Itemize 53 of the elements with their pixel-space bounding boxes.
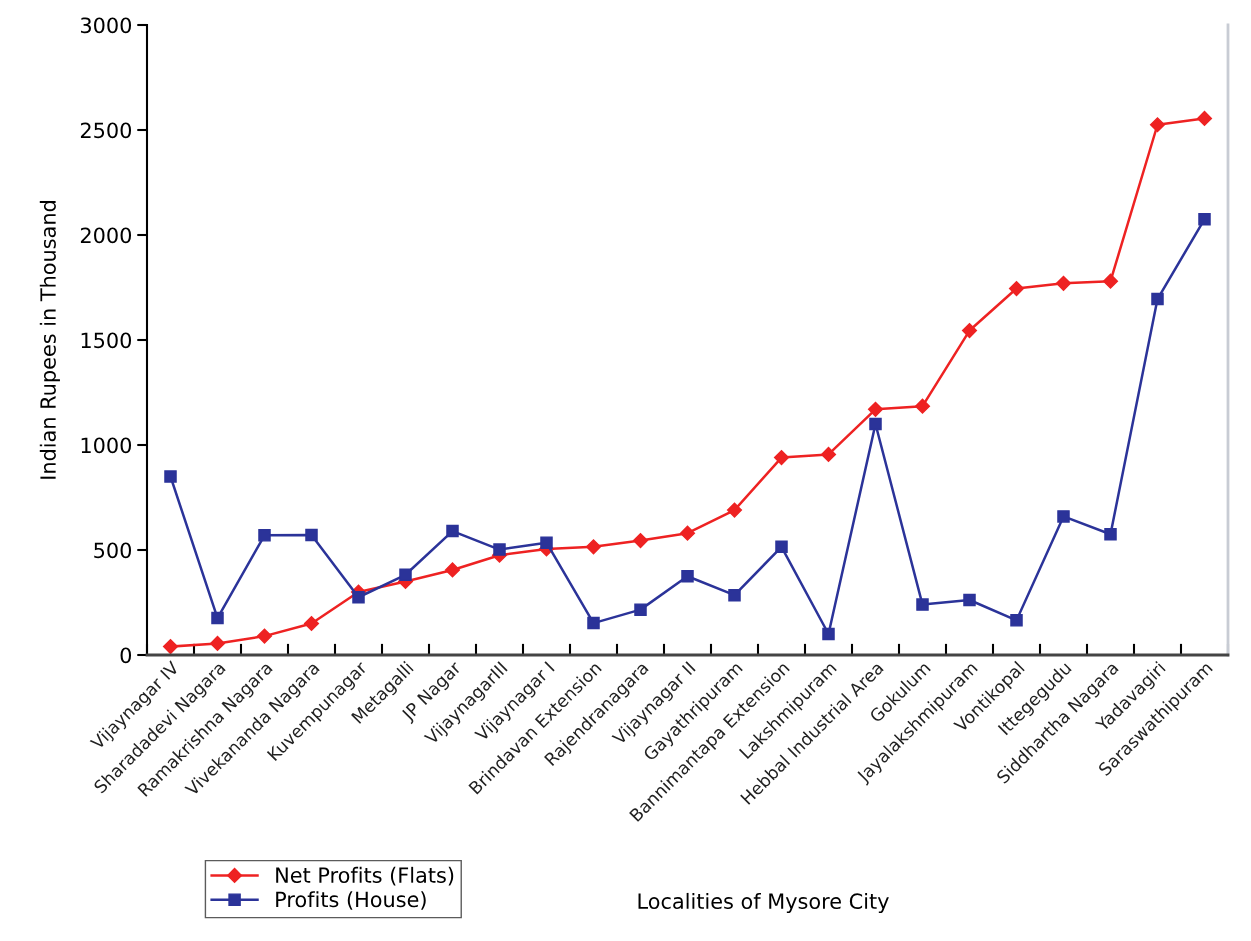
point (726, 502, 743, 518)
point (162, 639, 179, 655)
point (679, 525, 696, 541)
legend-label: Net Profits (Flats) (276, 866, 454, 886)
point (540, 536, 553, 549)
point (493, 543, 506, 556)
point (258, 529, 271, 542)
point (1057, 510, 1070, 523)
point (728, 588, 741, 602)
y-tick-label: 3000 (80, 17, 132, 34)
point (916, 598, 929, 611)
point (164, 470, 177, 483)
y-tick-label: 2500 (80, 122, 132, 139)
point (1198, 212, 1211, 226)
point (587, 616, 600, 630)
point (867, 401, 884, 417)
point (1010, 614, 1023, 627)
point (305, 528, 318, 542)
point (681, 569, 694, 583)
point (634, 603, 647, 616)
y-tick-label: 1500 (81, 332, 132, 349)
point (585, 539, 602, 555)
y-tick-label: 1000 (81, 437, 132, 454)
point (869, 417, 882, 431)
point (256, 628, 273, 644)
point (352, 590, 365, 604)
point (1151, 292, 1164, 306)
x-axis-title: Localities of Mysore City (638, 892, 889, 914)
y-axis-title: Indian Rupees in Thousand (39, 201, 60, 479)
point (1008, 280, 1025, 297)
legend-label: Profits (House) (276, 891, 426, 910)
y-tick-label: 500 (94, 542, 132, 559)
point (820, 446, 837, 463)
point (211, 611, 224, 625)
point (773, 450, 790, 466)
point (914, 398, 931, 414)
point (822, 627, 835, 641)
point (961, 322, 978, 339)
point (1196, 110, 1213, 127)
point (1102, 273, 1119, 289)
y-tick-label: 2000 (80, 227, 132, 244)
point (399, 568, 412, 582)
y-tick-label: 0 (120, 647, 132, 664)
point (303, 615, 320, 632)
point (1104, 527, 1117, 541)
point (444, 562, 461, 578)
point (1149, 117, 1166, 133)
point (963, 593, 976, 607)
point (1055, 275, 1072, 291)
point (632, 532, 649, 549)
point (775, 540, 788, 554)
point (446, 524, 459, 538)
point (209, 635, 226, 652)
